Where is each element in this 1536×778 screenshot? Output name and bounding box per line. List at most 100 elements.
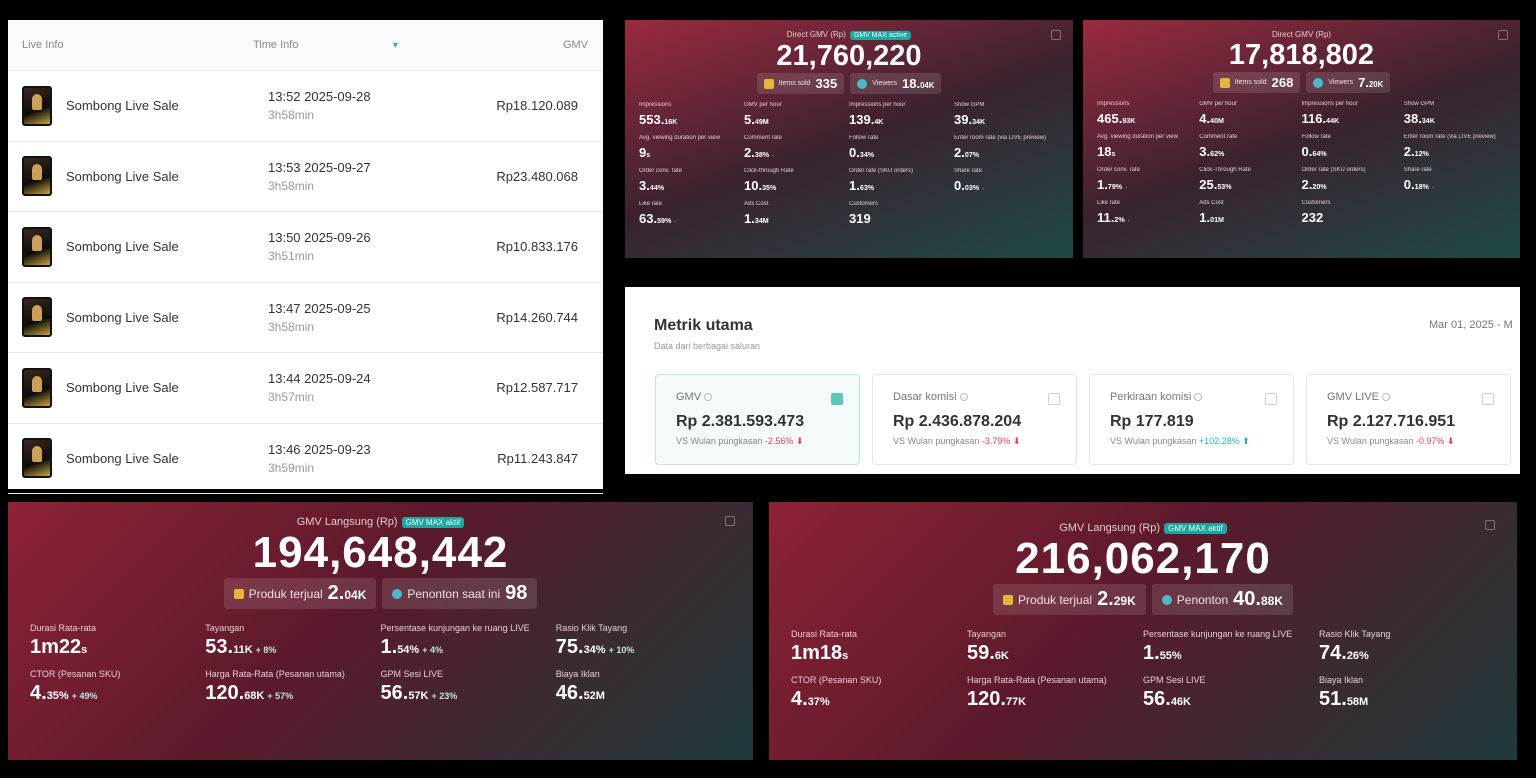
metric-value: 1.79% - (1097, 177, 1128, 192)
metric-checkbox[interactable] (831, 393, 843, 405)
metric-label: Share rate (954, 168, 983, 174)
metric-card[interactable]: GMV LIVE Rp 2.127.716.951 VS Wulan pungkas… (1306, 374, 1511, 465)
metric-card-delta: -2.56% (764, 436, 794, 446)
stats-card-b: Direct GMV (Rp) 17,818,802 Items sold 268… (1083, 20, 1520, 258)
metric-delta: - (674, 219, 677, 225)
live-name[interactable]: Sombong Live Sale (66, 450, 179, 466)
metric-tile: Impressions 553.16K (639, 102, 744, 132)
cart-icon (763, 78, 774, 89)
metric-label: CTOR (Pesanan SKU) (30, 669, 121, 679)
produk-terjual-pill: Produk terjual 2.29K (993, 584, 1146, 615)
metric-checkbox[interactable] (1482, 393, 1494, 405)
metric-tile: Order rate (SKU orders) 1.63% (849, 168, 954, 198)
live-time-info: 13:53 2025-09-27 3h58min (268, 160, 463, 193)
metric-value: 120.77K (967, 688, 1027, 710)
metric-delta: - (982, 186, 985, 192)
metric-tile: Follow rate 0.64% (1302, 134, 1404, 164)
metric-value: 116.44K (1301, 111, 1340, 126)
metric-value: 232 (1301, 210, 1324, 225)
metric-label: Order rate (SKU orders) (849, 168, 914, 174)
metric-checkbox[interactable] (1048, 393, 1060, 405)
metric-label: Follow rate (849, 135, 879, 141)
metric-tile: GMV per hour 5.49M (744, 102, 849, 132)
live-thumbnail (22, 226, 52, 267)
metric-value: 3.44% (639, 178, 665, 193)
live-name[interactable]: Sombong Live Sale (66, 98, 179, 114)
metric-value: 9s (639, 145, 651, 160)
live-name[interactable]: Sombong Live Sale (66, 239, 179, 255)
stats-card-d: GMV Langsung (Rp) GMV MAX aktif 216,062,1… (769, 502, 1517, 760)
live-gmv: Rp11.243.847 (497, 450, 578, 466)
metric-label: CTOR (Pesanan SKU) (791, 675, 882, 685)
live-gmv: Rp12.587.717 (496, 380, 578, 396)
metric-card-compare: VS Wulan pungkasan -2.56% ⬇ (676, 436, 804, 446)
metric-label: Ads Cost (744, 201, 769, 207)
metric-value: 2.20% (1301, 177, 1327, 192)
metric-value: 1m18s (791, 642, 849, 664)
metric-label: Order rate (SKU orders) (1301, 167, 1366, 173)
header-live-info[interactable]: Live Info (22, 39, 64, 51)
live-name[interactable]: Sombong Live Sale (66, 309, 179, 325)
metric-card[interactable]: Perkiraan komisi Rp 177.819 VS Wulan pungk… (1089, 374, 1294, 465)
metric-label: Follow rate (1301, 134, 1331, 140)
metric-tile: Show GPM 39.34K (954, 102, 1059, 132)
expand-icon[interactable] (1051, 30, 1061, 40)
live-name[interactable]: Sombong Live Sale (66, 380, 179, 396)
info-icon[interactable] (1194, 393, 1203, 402)
metric-checkbox[interactable] (1265, 393, 1277, 405)
info-icon[interactable] (959, 393, 968, 402)
live-name[interactable]: Sombong Live Sale (66, 168, 179, 184)
live-list-row[interactable]: Sombong Live Sale 13:44 2025-09-24 3h57min… (8, 353, 603, 424)
metric-value: 4.35% + 49% (30, 682, 98, 704)
trend-arrow-icon: ⬇ (793, 436, 804, 446)
metric-label: Biaya Iklan (1319, 675, 1364, 685)
metric-tile: Like rate 11.2% - (1097, 200, 1199, 230)
card-c-label: GMV Langsung (Rp) GMV MAX aktif (8, 516, 753, 528)
metric-delta: + 10% (608, 645, 635, 655)
metric-tile: Order conv. rate 1.79% - (1097, 167, 1199, 197)
metric-card-compare: VS Wulan pungkasan -0.97% ⬇ (1327, 436, 1455, 446)
info-icon[interactable] (1381, 393, 1390, 402)
info-icon[interactable] (704, 393, 713, 402)
header-gmv[interactable]: GMV (562, 39, 588, 51)
expand-icon[interactable] (725, 516, 735, 526)
expand-icon[interactable] (1485, 520, 1495, 530)
live-thumbnail (22, 156, 52, 197)
date-range-picker[interactable]: Mar 01, 2025 - M (1429, 319, 1513, 331)
sort-icon[interactable]: ▾ (393, 39, 399, 51)
metric-value: 63.59% - (639, 211, 677, 226)
card-c-value: 194,648,442 (252, 528, 509, 577)
metric-delta: - (1125, 185, 1128, 191)
penonton-pill: Penonton 40.88K (1151, 584, 1293, 615)
metric-tile: Customers 319 (849, 201, 954, 231)
metric-tile: Avg. viewing duration per view 18s (1097, 134, 1199, 164)
live-thumbnail (22, 367, 52, 408)
metric-value: 465.93K (1097, 111, 1136, 126)
metric-value: 25.53% (1199, 177, 1232, 192)
metric-delta: - (1431, 185, 1434, 191)
metric-tile (954, 201, 1059, 231)
header-time-info[interactable]: Time Info (253, 39, 299, 51)
metrik-subtitle: Data dari berbagai saluran (654, 341, 761, 351)
metric-label: Tayangan (205, 623, 245, 633)
metric-label: Enter room rate (via LIVE preview) (954, 135, 1047, 141)
metric-label: Comment rate (1199, 134, 1238, 140)
metric-card-value: Rp 2.127.716.951 (1327, 413, 1456, 430)
metric-value: 4.40M (1199, 111, 1224, 126)
cart-icon (1003, 594, 1014, 605)
live-list-row[interactable]: Sombong Live Sale 13:53 2025-09-27 3h58min… (8, 142, 603, 212)
metric-label: GMV per hour (1199, 101, 1237, 107)
live-list-row[interactable]: Sombong Live Sale 13:52 2025-09-28 3h58min… (8, 71, 603, 142)
metric-label: Click-through Rate (744, 168, 794, 174)
live-list-row[interactable]: Sombong Live Sale 13:47 2025-09-25 3h58min… (8, 283, 603, 353)
metric-label: Comment rate (744, 135, 783, 141)
metric-tile: Ads Cost 1.01M (1199, 200, 1301, 230)
expand-icon[interactable] (1498, 30, 1508, 40)
live-list-row[interactable]: Sombong Live Sale 13:46 2025-09-23 3h59min… (8, 424, 603, 494)
metric-card-compare: VS Wulan pungkasan +102.28% ⬆ (1110, 436, 1250, 446)
metric-card[interactable]: Dasar komisi Rp 2.436.878.204 VS Wulan pun… (872, 374, 1077, 465)
metric-tile: Comment rate 2.38% - (744, 135, 849, 165)
metric-card[interactable]: GMV Rp 2.381.593.473 VS Wulan pungkasan -2… (655, 374, 860, 465)
card-c-metrics: Durasi Rata-rata 1m22s Tayangan 53.11K + 8% P… (8, 623, 753, 705)
live-list-row[interactable]: Sombong Live Sale 13:50 2025-09-26 3h51min… (8, 212, 603, 283)
